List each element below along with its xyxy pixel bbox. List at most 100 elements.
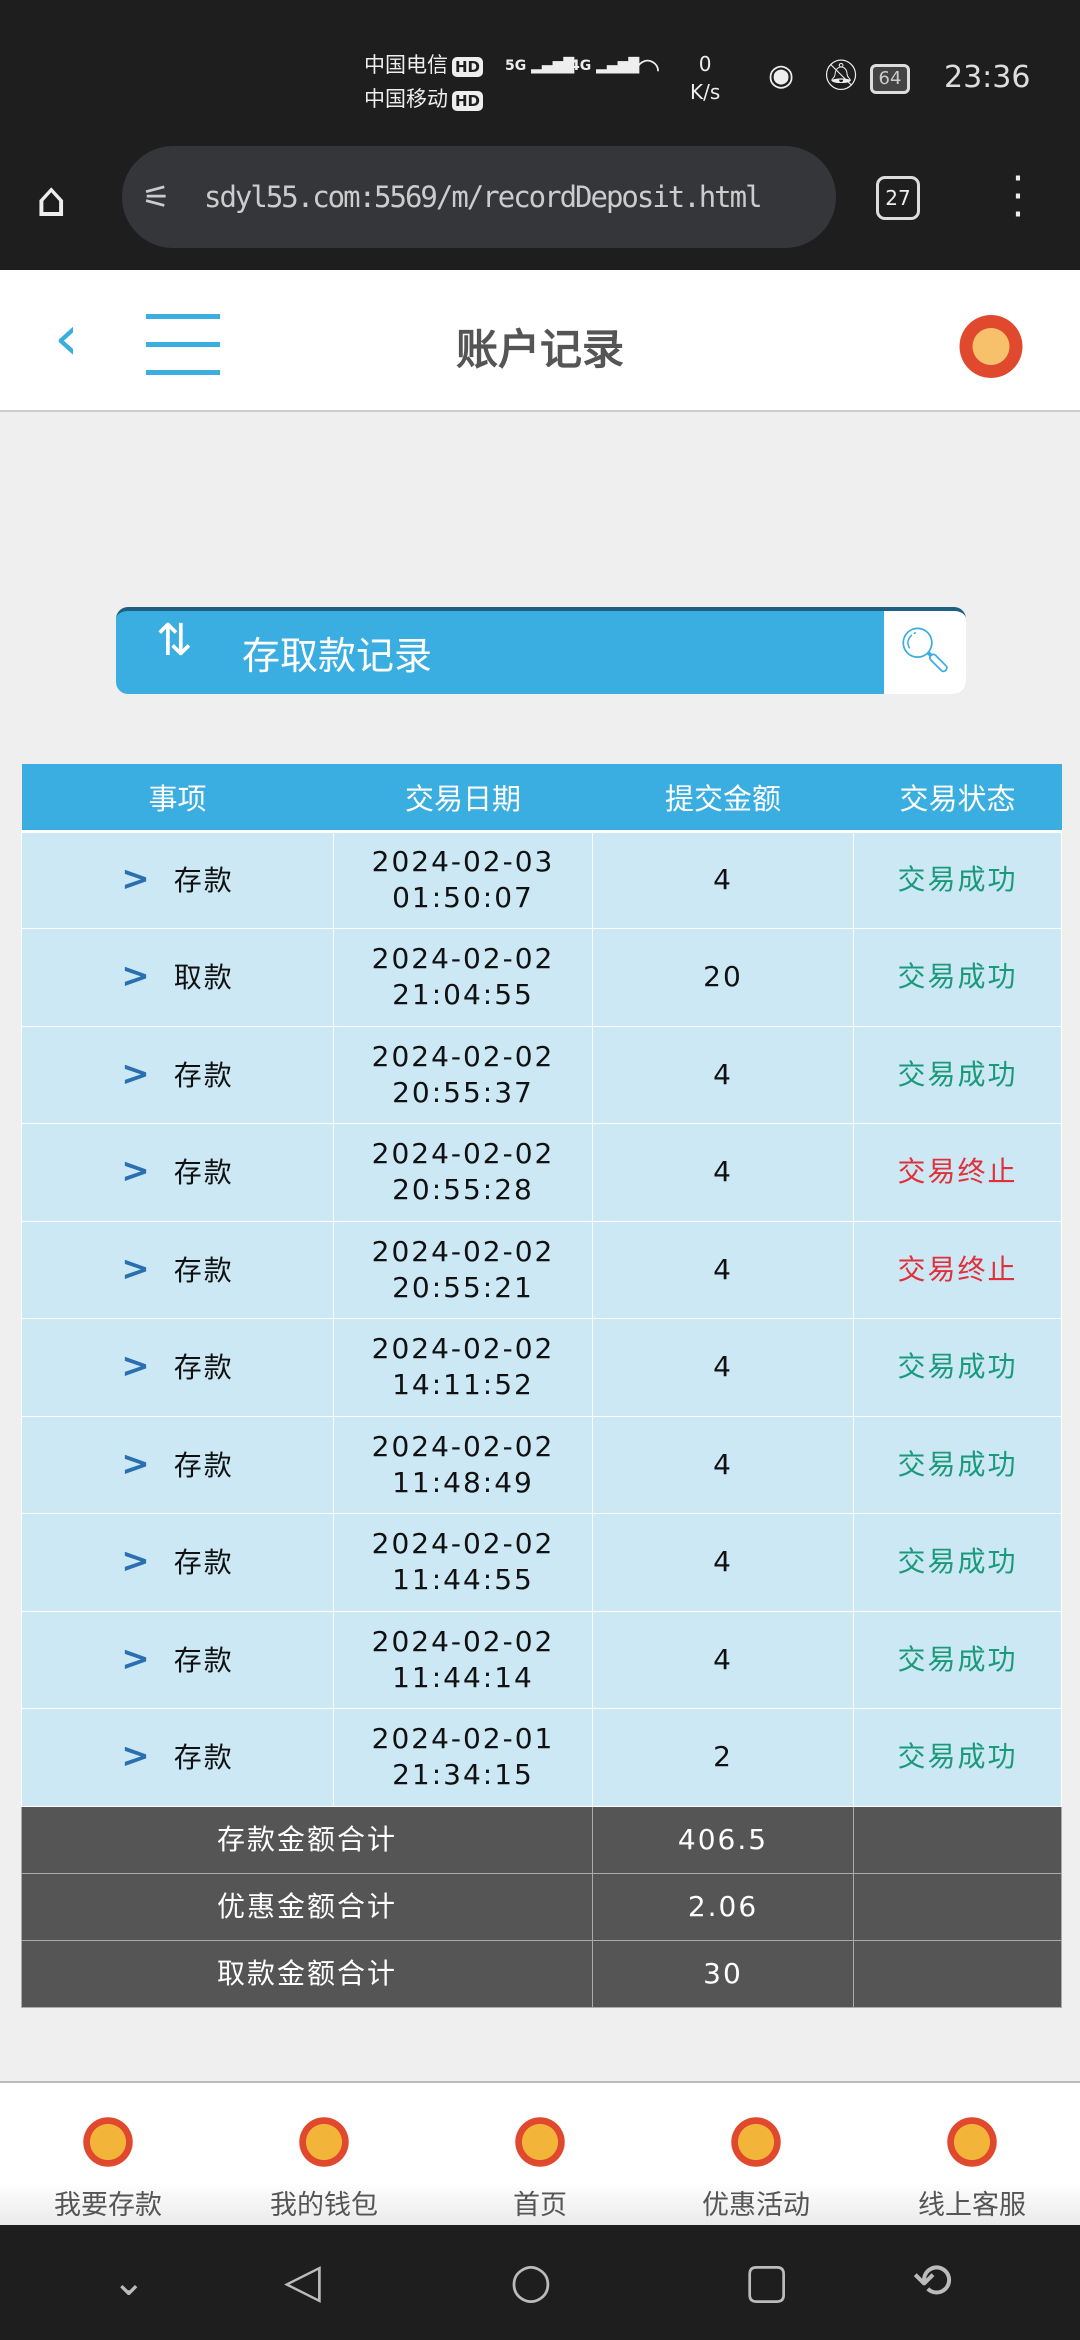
table-row[interactable]: > 存款 2024-02-03 01:50:07 4 交易成功 [21,830,1062,929]
site-settings-icon[interactable]: ⚟ [142,178,171,216]
table-row[interactable]: > 存款 2024-02-02 20:55:37 4 交易成功 [21,1025,1062,1124]
url-text: sdyl55.com:5569/m/recordDeposit.html [204,180,763,214]
time: 11:48:49 [392,1465,534,1499]
status-cell: 交易成功 [853,1415,1062,1514]
date: 2024-02-02 [371,942,555,976]
date-cell: 2024-02-02 21:04:55 [333,928,593,1027]
chevron-right-icon[interactable]: > [121,1736,152,1777]
bottom-nav-item[interactable]: 我的钱包 [216,2083,432,2225]
status-bar: 中国电信 HD 中国移动 HD 5G ▂▄▆█ 4G ▂▄▆█ ◠ 0 K/s ◉ 🔕… [0,0,1080,140]
mascot-icon [292,2111,356,2173]
date: 2024-02-03 [371,845,555,879]
tab-switcher-button[interactable]: 27 [876,176,920,220]
status-cell: 交易成功 [853,928,1062,1027]
summary-value: 30 [592,1939,854,2008]
back-icon[interactable]: ‹ [54,301,79,374]
bottom-nav-item[interactable]: 线上客服 [864,2083,1080,2225]
chevron-right-icon[interactable]: > [121,859,152,900]
amount-cell: 4 [592,1415,854,1514]
table-row[interactable]: > 取款 2024-02-02 21:04:55 20 交易成功 [21,928,1062,1027]
column-header: 提交金额 [592,764,854,833]
table-row[interactable]: > 存款 2024-02-02 11:44:14 4 交易成功 [21,1610,1062,1709]
summary-row: 取款金额合计 30 [21,1939,1062,2008]
recents-nav-icon[interactable]: ▢ [744,2253,790,2309]
date-cell: 2024-02-02 20:55:28 [333,1123,593,1222]
status-cell: 交易成功 [853,1025,1062,1124]
type-cell[interactable]: > 存款 [21,1415,334,1514]
clock: 23:36 [944,60,1031,95]
type-cell[interactable]: > 存款 [21,830,334,929]
bottom-nav-item[interactable]: 首页 [432,2083,648,2225]
column-header: 事项 [21,764,334,833]
bottom-nav-label: 优惠活动 [702,2190,810,2221]
time: 01:50:07 [392,881,534,915]
summary-empty [853,1872,1062,1941]
summary-empty [853,1939,1062,2008]
date-cell: 2024-02-01 21:34:15 [333,1708,593,1807]
chevron-right-icon[interactable]: > [121,1151,152,1192]
chevron-right-icon[interactable]: > [121,1346,152,1387]
hamburger-menu-icon[interactable] [146,314,220,398]
status-cell: 交易成功 [853,1318,1062,1417]
type-label: 存款 [173,1546,234,1580]
type-cell[interactable]: > 取款 [21,928,334,1027]
bottom-nav-label: 线上客服 [918,2190,1026,2221]
type-label: 存款 [173,864,234,898]
table-row[interactable]: > 存款 2024-02-02 11:44:55 4 交易成功 [21,1513,1062,1612]
network-speed: 0 K/s [690,52,721,104]
chevron-right-icon[interactable]: > [121,1443,152,1484]
carriers: 中国电信 HD 中国移动 HD [364,48,484,116]
summary-label: 优惠金额合计 [21,1872,593,1941]
bottom-nav-item[interactable]: 我要存款 [0,2083,216,2225]
chevron-right-icon[interactable]: > [121,1638,152,1679]
type-label: 存款 [173,1156,234,1190]
home-icon[interactable]: ⌂ [36,172,67,228]
wifi-icon: ◠ [636,52,660,87]
date: 2024-02-02 [371,1429,555,1463]
table-header: 事项 交易日期 提交金额 交易状态 [21,764,1062,833]
type-cell[interactable]: > 存款 [21,1513,334,1612]
amount-cell: 4 [592,1318,854,1417]
time: 11:44:14 [392,1660,534,1694]
search-record-icon[interactable]: 🔍︎ [884,611,966,694]
time: 20:55:28 [392,1173,534,1207]
summary-label: 取款金额合计 [21,1939,593,2008]
type-cell[interactable]: > 存款 [21,1025,334,1124]
bottom-nav-item[interactable]: 优惠活动 [648,2083,864,2225]
date: 2024-02-02 [371,1234,555,1268]
back-nav-icon[interactable]: ◁ [284,2253,321,2309]
type-cell[interactable]: > 存款 [21,1708,334,1807]
more-menu-icon[interactable]: · · · [1011,156,1025,238]
eye-icon: ◉ [768,58,795,93]
date: 2024-02-02 [371,1332,555,1366]
summary-label: 存款金额合计 [21,1805,593,1874]
home-nav-icon[interactable]: ○ [510,2253,552,2309]
rotate-screen-icon[interactable]: ⟲ [912,2253,953,2309]
table-row[interactable]: > 存款 2024-02-02 14:11:52 4 交易成功 [21,1318,1062,1417]
dragon-mascot-icon[interactable] [956,308,1026,378]
hide-nav-icon[interactable]: ⌄ [112,2259,146,2305]
table-row[interactable]: > 存款 2024-02-01 21:34:15 2 交易成功 [21,1708,1062,1807]
chevron-right-icon[interactable]: > [121,956,152,997]
table-row[interactable]: > 存款 2024-02-02 20:55:21 4 交易终止 [21,1220,1062,1319]
amount-cell: 4 [592,830,854,929]
chevron-right-icon[interactable]: > [121,1053,152,1094]
type-cell[interactable]: > 存款 [21,1610,334,1709]
type-cell[interactable]: > 存款 [21,1123,334,1222]
browser-toolbar: ⌂ ⚟ sdyl55.com:5569/m/recordDeposit.html … [0,140,1080,270]
record-table: 事项 交易日期 提交金额 交易状态 > 存款 2024-02-03 01:50:07 4 … [21,764,1062,2008]
table-row[interactable]: > 存款 2024-02-02 11:48:49 4 交易成功 [21,1415,1062,1514]
amount-cell: 4 [592,1220,854,1319]
status-cell: 交易终止 [853,1220,1062,1319]
chevron-right-icon[interactable]: > [121,1248,152,1289]
bottom-nav-label: 我要存款 [54,2190,162,2221]
time: 11:44:55 [392,1563,534,1597]
type-cell[interactable]: > 存款 [21,1318,334,1417]
summary-value: 2.06 [592,1872,854,1941]
chevron-right-icon[interactable]: > [121,1541,152,1582]
table-row[interactable]: > 存款 2024-02-02 20:55:28 4 交易终止 [21,1123,1062,1222]
time: 20:55:21 [392,1270,534,1304]
type-cell[interactable]: > 存款 [21,1220,334,1319]
url-bar[interactable]: ⚟ sdyl55.com:5569/m/recordDeposit.html [122,146,836,248]
bottom-nav-label: 首页 [513,2190,567,2221]
